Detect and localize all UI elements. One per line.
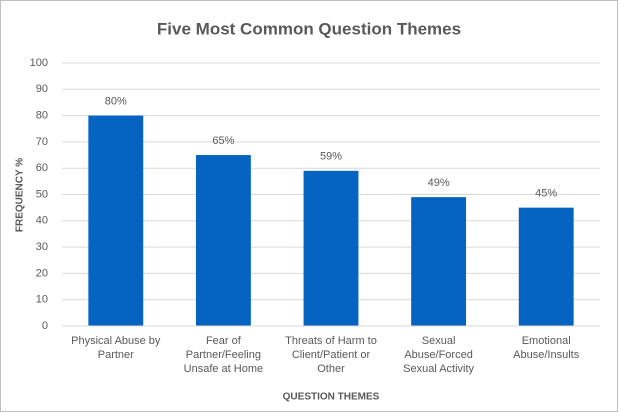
x-tick-label-box: Threats of Harm to Client/Patient or Oth… <box>285 335 377 375</box>
y-tick-label: 100 <box>30 57 48 69</box>
data-label: 65% <box>212 135 234 147</box>
y-axis-title: FREQUENCY % <box>15 158 26 232</box>
data-label: 49% <box>428 177 450 189</box>
x-axis-title: QUESTION THEMES <box>283 392 380 403</box>
y-tick-label: 40 <box>36 215 48 227</box>
y-tick-label: 60 <box>36 162 48 174</box>
y-tick-label: 0 <box>42 320 48 332</box>
bar <box>411 197 467 326</box>
x-tick-label-box: Sexual Abuse/Forced Sexual Activity <box>403 335 475 375</box>
y-tick-label: 50 <box>36 188 48 200</box>
x-tick-label: Sexual Abuse/Forced Sexual Activity <box>403 335 475 375</box>
x-tick-label: Fear of Partner/Feeling Unsafe at Home <box>183 335 264 375</box>
chart-title: Five Most Common Question Themes <box>157 19 461 38</box>
bar <box>303 170 359 326</box>
x-tick-label-box: Emotional Abuse/Insults <box>513 335 580 361</box>
x-tick-label: Threats of Harm to Client/Patient or Oth… <box>285 335 377 375</box>
x-tick-label-box: Fear of Partner/Feeling Unsafe at Home <box>183 335 264 375</box>
y-tick-label: 90 <box>36 83 48 95</box>
y-tick-label: 30 <box>36 241 48 253</box>
bar <box>518 207 574 326</box>
x-tick-label-box: Physical Abuse by Partner <box>71 335 161 361</box>
y-tick-label: 70 <box>36 136 48 148</box>
x-tick-label: Emotional Abuse/Insults <box>513 335 580 361</box>
x-tick-label: Physical Abuse by Partner <box>71 335 161 361</box>
y-tick-label: 20 <box>36 267 48 279</box>
bar <box>195 155 251 326</box>
data-label: 80% <box>105 96 127 108</box>
y-tick-label: 80 <box>36 110 48 122</box>
data-label: 59% <box>320 151 342 163</box>
data-label: 45% <box>535 188 557 200</box>
y-tick-label: 10 <box>36 294 48 306</box>
bar <box>88 115 144 326</box>
